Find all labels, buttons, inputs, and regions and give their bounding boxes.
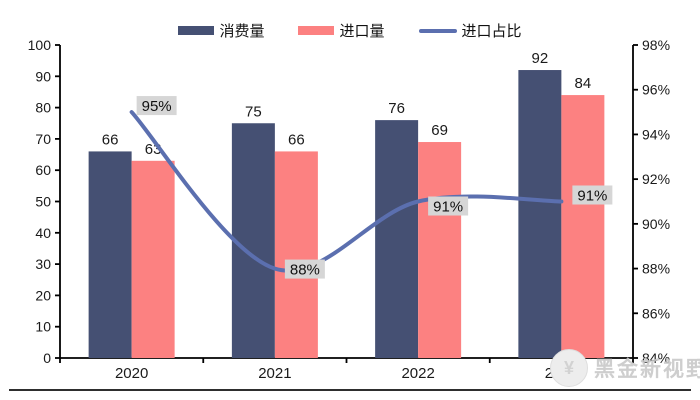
line-point-label-bg <box>136 96 177 116</box>
line-point-label: 91% <box>577 188 607 205</box>
left-axis-tick-label: 50 <box>35 194 51 210</box>
bar-消费量-2021 <box>231 123 275 358</box>
x-axis-category-label: 2020 <box>115 365 148 382</box>
line-point-label: 95% <box>142 98 172 115</box>
left-axis-tick-label: 70 <box>35 131 51 147</box>
bottom-divider <box>9 389 691 391</box>
line-point-label: 91% <box>433 199 463 216</box>
left-axis-tick-label: 30 <box>35 256 51 272</box>
legend-label-imports: 进口量 <box>339 23 385 40</box>
legend-swatch-imports-icon <box>298 26 335 35</box>
right-axis-tick-label: 94% <box>642 126 670 142</box>
right-axis-tick-label: 92% <box>642 171 670 187</box>
right-axis-tick-label: 86% <box>642 305 670 321</box>
left-axis-tick-label: 0 <box>43 350 51 366</box>
left-axis-tick-label: 80 <box>35 100 51 116</box>
right-axis-tick-label: 96% <box>642 82 670 98</box>
bar-消费量-2022 <box>375 120 419 359</box>
bar-value-label: 66 <box>288 131 305 148</box>
left-axis-tick-label: 100 <box>28 37 52 53</box>
bar-进口量-2020 <box>131 160 175 358</box>
legend-swatch-consumption-icon <box>178 26 215 35</box>
bar-进口量-2023 <box>561 95 605 358</box>
bar-value-label: 69 <box>431 122 448 139</box>
legend-item-imports: 进口量 <box>298 20 385 41</box>
left-axis-tick-label: 40 <box>35 225 51 241</box>
bar-消费量-2023 <box>518 70 562 358</box>
right-axis-tick-label: 98% <box>642 37 670 53</box>
bar-value-label: 92 <box>532 50 549 67</box>
line-point-label-bg <box>428 196 469 216</box>
legend-label-import-share: 进口占比 <box>461 23 522 40</box>
left-axis-tick-label: 60 <box>35 162 51 178</box>
bar-value-label: 84 <box>575 75 592 92</box>
legend-item-consumption: 消费量 <box>178 20 264 41</box>
line-point-label: 88% <box>290 262 320 279</box>
right-axis-tick-label: 90% <box>642 216 670 232</box>
bar-进口量-2021 <box>274 151 318 358</box>
bar-value-label: 66 <box>102 131 119 148</box>
line-进口占比 <box>129 110 564 273</box>
line-point-label-bg <box>572 185 613 205</box>
right-axis-tick-label: 84% <box>642 350 670 366</box>
left-axis-tick-label: 10 <box>35 319 51 335</box>
bar-value-label: 75 <box>245 103 262 120</box>
legend-swatch-import-share-icon <box>418 28 457 33</box>
legend-item-import-share: 进口占比 <box>418 20 522 41</box>
legend-label-consumption: 消费量 <box>219 23 265 40</box>
bar-value-label: 76 <box>388 100 405 117</box>
bar-消费量-2020 <box>88 151 132 358</box>
line-point-label-bg <box>284 259 325 279</box>
x-axis-category-label: 2021 <box>258 365 291 382</box>
left-axis-tick-label: 90 <box>35 68 51 84</box>
x-axis-category-label: 2023 <box>545 365 578 382</box>
right-axis-tick-label: 88% <box>642 261 670 277</box>
legend: 消费量 进口量 进口占比 <box>0 20 700 41</box>
bar-进口量-2022 <box>418 142 462 358</box>
left-axis-tick-label: 20 <box>35 287 51 303</box>
x-axis-category-label: 2022 <box>401 365 434 382</box>
